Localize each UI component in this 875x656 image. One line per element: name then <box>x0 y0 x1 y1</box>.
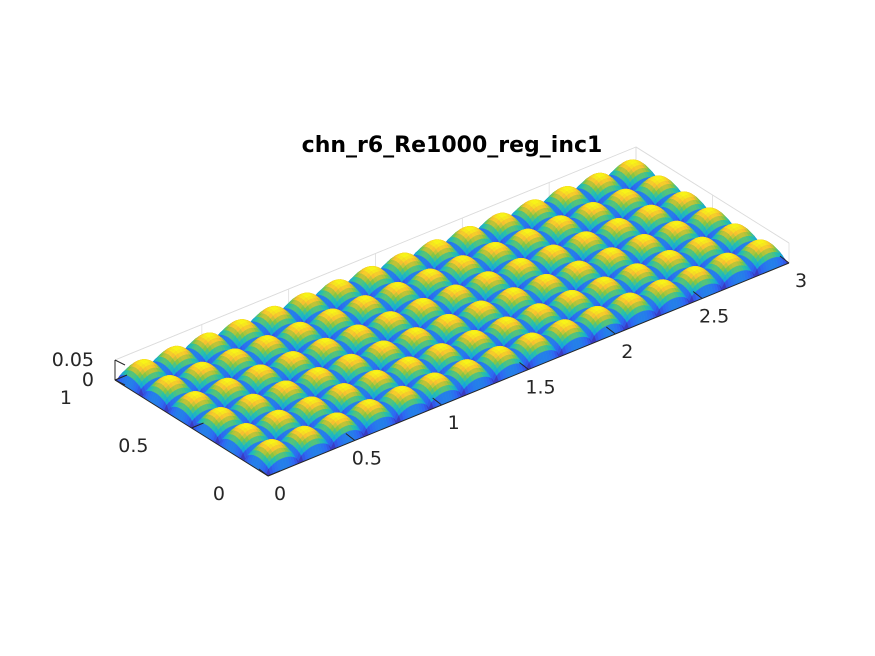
surface-layer <box>114 159 790 477</box>
back-edge-top <box>114 146 790 361</box>
chart-title: chn_r6_Re1000_reg_inc1 <box>302 133 603 158</box>
